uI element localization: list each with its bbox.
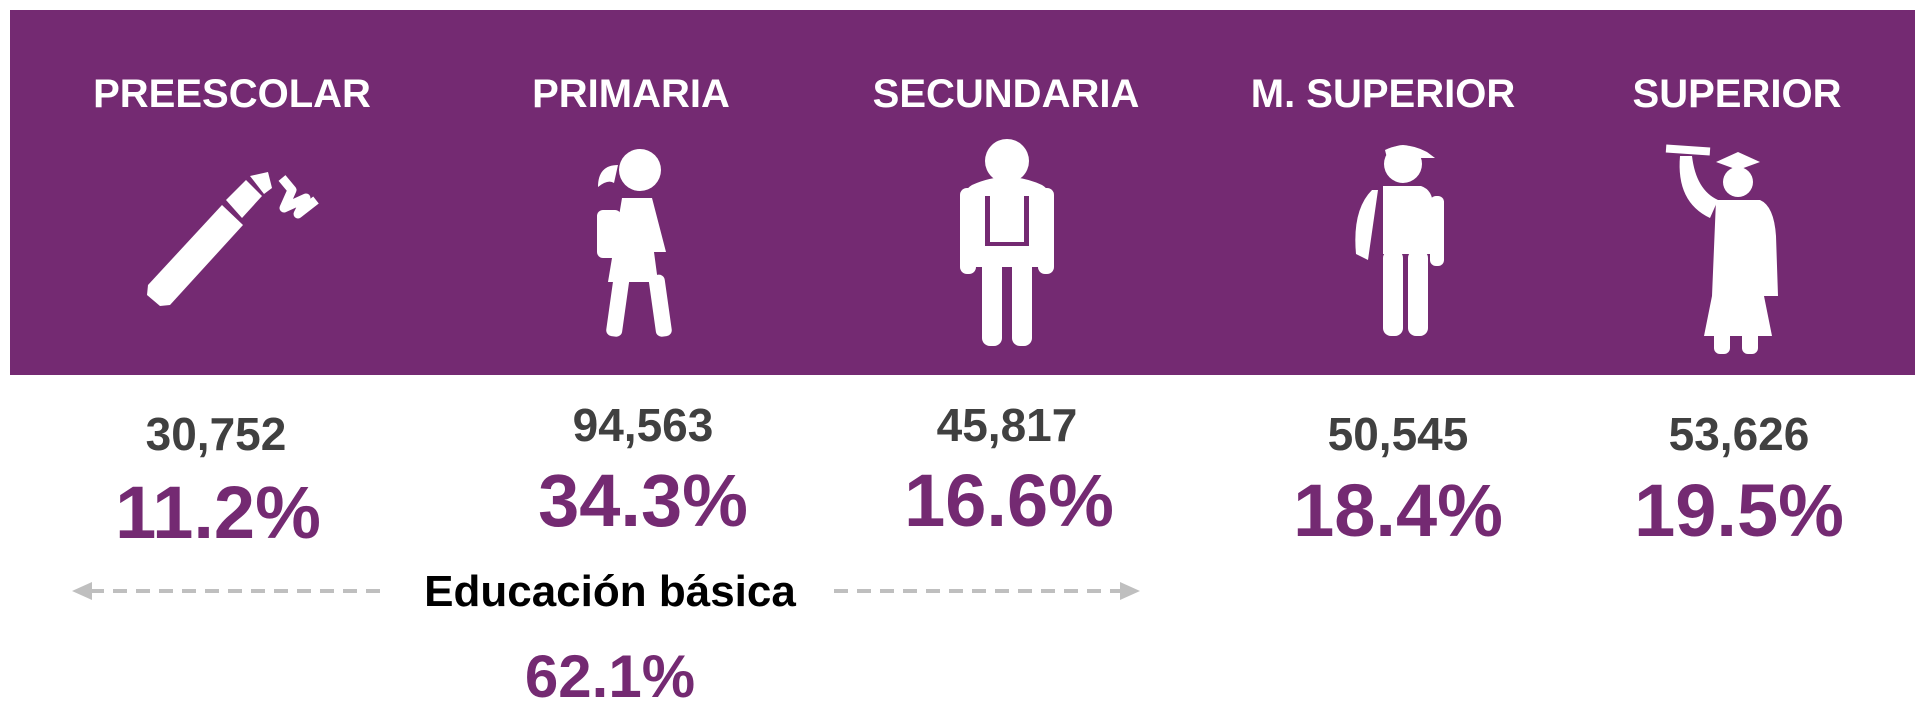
level-count: 50,545 [1328,408,1469,460]
icon-superior [1665,144,1778,354]
level-name: PRIMARIA [532,72,730,116]
level-percent: 34.3% [538,459,748,542]
icon-secundaria [960,139,1054,346]
icon-primaria [597,149,672,337]
level-name: SECUNDARIA [873,72,1140,116]
level-count: 53,626 [1669,408,1810,460]
level-percent: 18.4% [1293,469,1503,552]
level-count: 45,817 [937,399,1078,451]
icon-crayon [147,172,319,306]
level-count: 30,752 [146,408,287,460]
basic-percent: 62.1% [525,643,695,701]
arrows [72,582,1140,600]
level-name: PREESCOLAR [93,72,371,116]
basic-label: Educación básica [424,567,796,616]
level-count: 94,563 [573,399,714,451]
level-name: SUPERIOR [1633,72,1842,116]
icon-m-superior [1355,145,1444,336]
level-percent: 11.2% [115,471,321,554]
level-name: M. SUPERIOR [1251,72,1516,116]
level-percent: 16.6% [904,459,1114,542]
level-percent: 19.5% [1634,469,1844,552]
